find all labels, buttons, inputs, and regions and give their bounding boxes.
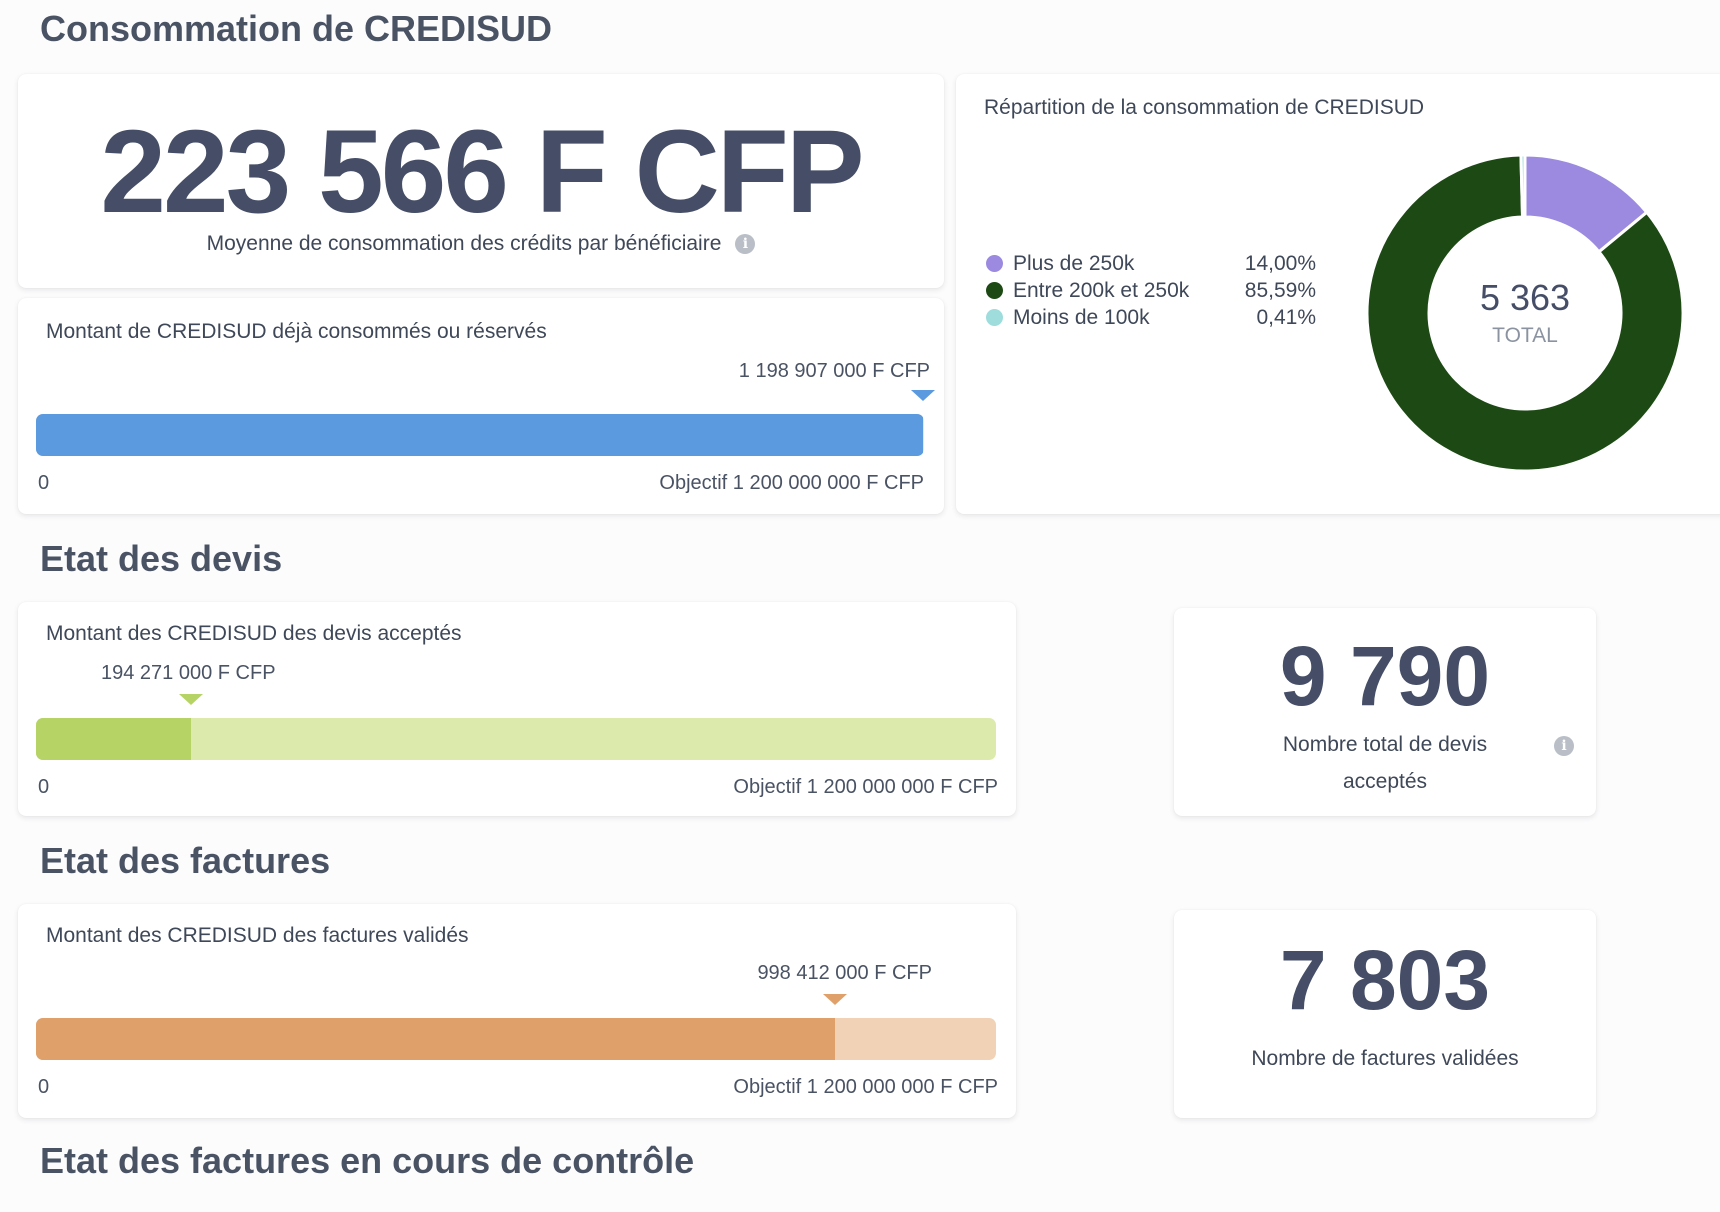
donut-chart: 5 363 TOTAL xyxy=(1365,153,1685,473)
legend-name: Plus de 250k xyxy=(1013,251,1135,275)
donut-legend: Plus de 250k 14,00% Entre 200k et 250k 85,5… xyxy=(986,250,1316,331)
distribution-donut-card: Répartition de la consommation de CREDIS… xyxy=(956,74,1720,514)
factures-progress-fill xyxy=(36,1018,835,1060)
section-title-consommation: Consommation de CREDISUD xyxy=(40,8,553,49)
section-title-controle: Etat des factures en cours de contrôle xyxy=(40,1140,695,1181)
devis-progress-bar xyxy=(36,718,996,760)
devis-bar-title: Montant des CREDISUD des devis acceptés xyxy=(46,622,462,645)
donut-center-label: TOTAL xyxy=(1492,324,1558,347)
donut-slice-2[interactable] xyxy=(1519,153,1527,219)
consumed-bar-title: Montant de CREDISUD déjà consommés ou ré… xyxy=(46,320,547,343)
factures-bar-card: Montant des CREDISUD des factures validé… xyxy=(18,904,1016,1118)
legend-percentage: 0,41% xyxy=(1256,305,1316,329)
consumed-bar-card: Montant de CREDISUD déjà consommés ou ré… xyxy=(18,298,944,514)
devis-progress-fill xyxy=(36,718,191,760)
legend-dot-icon xyxy=(986,309,1003,326)
consumed-marker-label: 1 198 907 000 F CFP xyxy=(738,360,930,382)
factures-axis-end: Objectif 1 200 000 000 F CFP xyxy=(733,1076,998,1098)
devis-marker-label: 194 271 000 F CFP xyxy=(101,662,276,684)
factures-count-label: Nombre de factures validées xyxy=(1251,1047,1519,1070)
factures-progress-bar xyxy=(36,1018,996,1060)
average-label-row: Moyenne de consommation des crédits par … xyxy=(18,232,944,256)
donut-center-value: 5 363 xyxy=(1480,277,1570,318)
average-value: 223 566 F CFP xyxy=(100,106,864,238)
devis-count-value: 9 790 xyxy=(1279,629,1491,723)
legend-percentage: 85,59% xyxy=(1244,278,1316,302)
consumed-progress-bar xyxy=(36,414,924,456)
legend-name: Moins de 100k xyxy=(1013,305,1150,329)
factures-count-card: 7 803 Nombre de factures validées xyxy=(1174,910,1596,1118)
devis-marker-triangle xyxy=(179,694,203,705)
legend-item[interactable]: Moins de 100k 0,41% xyxy=(986,304,1316,331)
legend-dot-icon xyxy=(986,282,1003,299)
donut-slice-1[interactable] xyxy=(1365,153,1685,473)
devis-axis-end: Objectif 1 200 000 000 F CFP xyxy=(733,776,998,798)
consumed-progress-fill xyxy=(36,414,923,456)
info-icon[interactable]: i xyxy=(735,234,756,255)
info-icon[interactable]: i xyxy=(1554,736,1574,756)
factures-marker-triangle xyxy=(823,994,847,1005)
section-title-devis: Etat des devis xyxy=(40,538,283,579)
donut-title: Répartition de la consommation de CREDIS… xyxy=(984,96,1425,119)
devis-count-label-line2: acceptés xyxy=(1342,770,1428,793)
devis-count-card: 9 790 Nombre total de devis acceptés i xyxy=(1174,608,1596,816)
factures-bar-title: Montant des CREDISUD des factures validé… xyxy=(46,924,469,947)
average-consumption-card: 223 566 F CFP Moyenne de consommation de… xyxy=(18,74,944,288)
legend-name: Entre 200k et 250k xyxy=(1013,278,1190,302)
devis-axis-start: 0 xyxy=(38,776,50,798)
devis-count-label-line1: Nombre total de devis xyxy=(1282,733,1488,756)
devis-count-label: Nombre total de devis acceptés xyxy=(1174,726,1596,800)
devis-bar-card: Montant des CREDISUD des devis acceptés … xyxy=(18,602,1016,816)
legend-percentage: 14,00% xyxy=(1244,251,1316,275)
legend-dot-icon xyxy=(986,255,1003,272)
factures-count-value: 7 803 xyxy=(1279,933,1491,1027)
consumed-axis-start: 0 xyxy=(38,472,50,494)
average-label: Moyenne de consommation des crédits par … xyxy=(206,232,722,255)
factures-axis-start: 0 xyxy=(38,1076,50,1098)
consumed-axis-end: Objectif 1 200 000 000 F CFP xyxy=(659,472,924,494)
legend-item[interactable]: Entre 200k et 250k 85,59% xyxy=(986,277,1316,304)
consumed-marker-triangle xyxy=(911,390,935,401)
section-title-factures: Etat des factures xyxy=(40,840,331,881)
legend-item[interactable]: Plus de 250k 14,00% xyxy=(986,250,1316,277)
factures-marker-label: 998 412 000 F CFP xyxy=(757,962,932,984)
